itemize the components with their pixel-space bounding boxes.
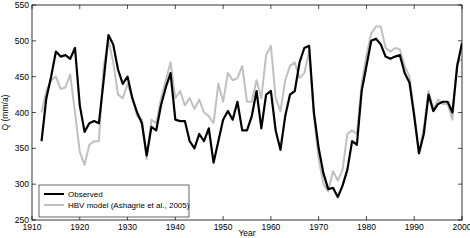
- y-tick-label: 250: [15, 215, 29, 225]
- y-tick: [458, 148, 462, 149]
- x-tick-label: 1990: [405, 222, 424, 232]
- y-tick: [458, 184, 462, 185]
- x-axis-label: Year: [238, 228, 255, 238]
- x-tick: [366, 216, 367, 220]
- series-line: [42, 27, 462, 192]
- y-tick: [32, 40, 36, 41]
- series-line: [42, 35, 462, 197]
- legend-label: Observed: [68, 190, 103, 199]
- x-tick-label: 2000: [453, 222, 470, 232]
- plot-frame: [32, 5, 462, 220]
- x-tick: [270, 5, 271, 9]
- y-tick: [32, 112, 36, 113]
- x-tick-label: 1960: [261, 222, 280, 232]
- y-tick: [458, 40, 462, 41]
- x-tick-label: 1970: [309, 222, 328, 232]
- legend-box: [39, 185, 189, 217]
- y-tick: [458, 76, 462, 77]
- x-tick: [366, 5, 367, 9]
- x-tick: [414, 216, 415, 220]
- x-tick: [175, 5, 176, 9]
- legend-swatch: [44, 204, 64, 206]
- y-tick-label: 350: [15, 143, 29, 153]
- y-axis-label: Q (mm/a): [0, 94, 10, 130]
- legend-label: HBV model (Ashagrie et al., 2005): [68, 201, 190, 210]
- chart: 1910192019301940195019601970198019902000…: [0, 0, 470, 238]
- y-tick: [32, 76, 36, 77]
- y-tick-label: 500: [15, 36, 29, 46]
- x-tick: [127, 5, 128, 9]
- x-tick-label: 1940: [166, 222, 185, 232]
- series-group: [42, 27, 462, 198]
- y-tick: [32, 184, 36, 185]
- y-tick: [32, 148, 36, 149]
- x-tick: [318, 216, 319, 220]
- x-tick-label: 1950: [214, 222, 233, 232]
- plot-area: [32, 5, 462, 220]
- legend-swatch: [44, 193, 64, 195]
- y-tick-label: 450: [15, 72, 29, 82]
- y-tick-label: 400: [15, 108, 29, 118]
- legend: Observed HBV model (Ashagrie et al., 2005…: [39, 185, 190, 217]
- y-tick: [458, 112, 462, 113]
- x-tick: [270, 216, 271, 220]
- x-tick: [318, 5, 319, 9]
- y-tick-label: 300: [15, 179, 29, 189]
- x-tick-label: 1920: [70, 222, 89, 232]
- x-tick: [79, 5, 80, 9]
- x-tick: [223, 216, 224, 220]
- x-tick-label: 1930: [118, 222, 137, 232]
- x-tick-label: 1980: [357, 222, 376, 232]
- y-tick-label: 550: [15, 0, 29, 10]
- x-tick: [223, 5, 224, 9]
- x-tick: [414, 5, 415, 9]
